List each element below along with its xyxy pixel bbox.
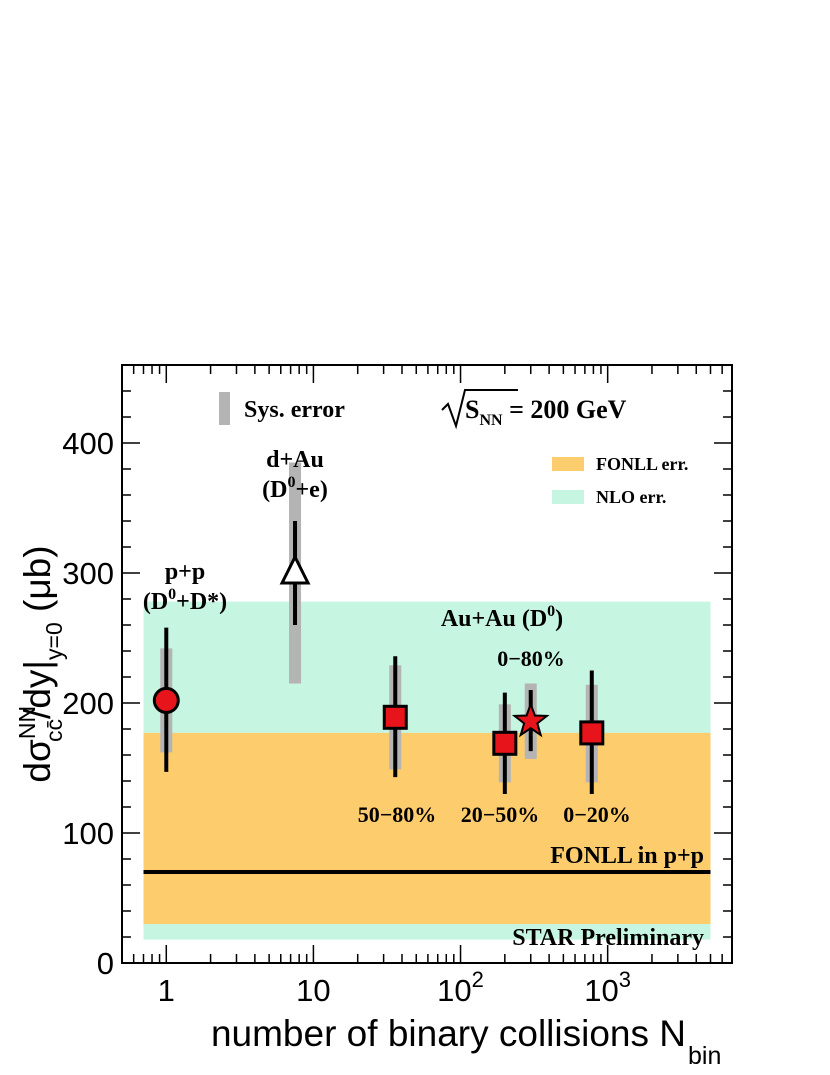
marker-triangle [279, 553, 311, 585]
marker-square [382, 704, 408, 730]
centrality-label: 20−50% [461, 802, 540, 827]
y-tick-label: 300 [62, 556, 114, 591]
label-text: p+p [165, 559, 205, 585]
label-after: +e) [296, 477, 328, 503]
centrality-label: 0−20% [563, 802, 631, 827]
y-axis-title-rest: /dy| [17, 660, 58, 719]
energy-prefix: S [465, 395, 479, 424]
energy-rest: = 200 GeV [503, 395, 627, 424]
y-tick-label: 200 [62, 686, 114, 721]
fonll-band [143, 732, 711, 924]
x-tick-base: 10 [296, 973, 330, 1008]
legend-label: FONLL err. [596, 454, 688, 474]
auau-sup: 0 [547, 603, 555, 620]
data-points [152, 462, 605, 794]
centrality-label: 0−80% [497, 646, 565, 671]
sys-error-label: Sys. error [244, 397, 345, 423]
pp-label-line: p+p [165, 559, 205, 585]
x-tick-label: 10 [296, 973, 330, 1008]
label-sup: 0 [168, 586, 176, 603]
marker-star [511, 701, 550, 738]
label-after: +D*) [176, 589, 227, 615]
axis-ticks [121, 364, 733, 964]
x-tick-exponent: 2 [472, 967, 484, 992]
x-tick-base: 10 [584, 973, 618, 1008]
dau-label-line: (D0+e) [262, 474, 328, 503]
x-axis-title: number of binary collisions N [211, 1013, 686, 1054]
label-text: (D [143, 589, 168, 615]
x-tick-label: 1 [158, 973, 175, 1008]
auau-text: Au+Au (D [441, 606, 547, 632]
plot-frame [121, 364, 733, 964]
marker-square [492, 730, 518, 756]
dau-label-line: d+Au [266, 447, 324, 473]
x-tick-base: 10 [437, 973, 471, 1008]
plot-frame-rect [121, 364, 733, 964]
x-axis-title-main: number of binary collisions N [211, 1013, 686, 1054]
x-tick-base: 1 [158, 973, 175, 1008]
y-axis-title-sub: cc̄ [41, 719, 67, 742]
y-axis-title-sub2: y=0 [41, 622, 67, 660]
auau-label: Au+Au (D0) [441, 603, 563, 632]
sqrt-symbol [441, 389, 518, 430]
sys-error-key [219, 392, 230, 425]
y-tick-label: 0 [97, 946, 114, 981]
y-axis-title-unit: (μb) [17, 545, 58, 622]
legend-label: NLO err. [596, 487, 666, 507]
legend-swatch [552, 457, 584, 471]
label-text: d+Au [266, 447, 324, 473]
error-bands [143, 601, 711, 940]
y-axis-title-main: dσ [17, 739, 58, 783]
label-sup: 0 [288, 474, 296, 491]
energy-sub: NN [479, 412, 503, 429]
x-axis-title-sub: bin [688, 1042, 721, 1070]
pp-label-line: (D0+D*) [143, 586, 227, 615]
energy-label: SNN = 200 GeV [465, 395, 627, 429]
fonll-line-label: FONLL in p+p [550, 843, 704, 869]
auau-after: ) [555, 606, 563, 632]
x-tick-exponent: 3 [619, 967, 631, 992]
marker-circle [152, 686, 180, 714]
marker-square [579, 720, 605, 746]
y-tick-label: 400 [62, 426, 114, 461]
y-axis-title: dσNNcc̄/dy|y=0 (μb) [14, 545, 67, 782]
label-text: (D [262, 477, 287, 503]
x-tick-label: 102 [437, 967, 484, 1008]
x-tick-label: 103 [584, 967, 631, 1008]
preliminary-label: STAR Preliminary [512, 925, 704, 951]
y-tick-label: 100 [62, 816, 114, 851]
y-axis-title-sup: NN [14, 706, 40, 739]
legend-swatch [552, 490, 584, 504]
centrality-label: 50−80% [358, 802, 437, 827]
